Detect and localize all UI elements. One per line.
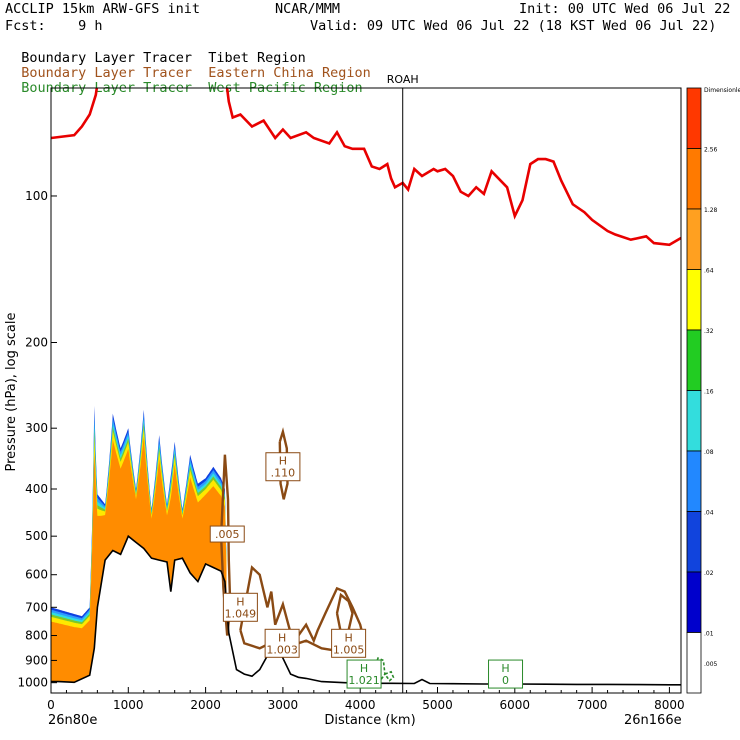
colorbar-level-label: .08 <box>704 449 714 456</box>
forecast-hour: Fcst: 9 h <box>5 18 103 34</box>
colorbar-level-label: 1.28 <box>704 207 718 214</box>
model-title: ACCLIP 15km ARW-GFS init <box>5 1 201 17</box>
y-tick-label: 200 <box>25 335 48 349</box>
legend-name: Boundary Layer Tracer <box>21 65 192 81</box>
x-axis-label: Distance (km) <box>324 713 415 728</box>
data-label-box: H1.005 <box>331 628 367 658</box>
colorbar-level-label: .04 <box>704 510 714 517</box>
colorbar-level-label: .64 <box>704 268 714 275</box>
colorbar-swatch <box>686 148 702 210</box>
data-label-text: H <box>360 662 368 675</box>
colorbar-level-label: .01 <box>704 631 714 638</box>
x-tick-label: 5000 <box>422 698 453 712</box>
legend-item-eastern-china: Boundary Layer Tracer Eastern China Regi… <box>5 51 371 81</box>
colorbar-swatch <box>686 269 702 331</box>
x-tick-label: 6000 <box>500 698 531 712</box>
legend-region: Eastern China Region <box>208 65 371 81</box>
data-label-frame <box>265 452 301 482</box>
y-axis-label: Pressure (hPa), log scale <box>4 313 19 472</box>
colorbar-swatch <box>686 390 702 452</box>
tropopause-red-line <box>51 88 681 247</box>
data-label-frame <box>222 592 258 622</box>
eastern-china-contour-1 <box>278 427 289 500</box>
data-label-text: H <box>344 631 352 644</box>
data-label-text: H <box>278 631 286 644</box>
data-label-frame <box>264 628 300 658</box>
x-tick-label: 2000 <box>190 698 221 712</box>
legend-name: Boundary Layer Tracer <box>21 50 192 66</box>
data-label-text: 0 <box>502 674 509 687</box>
colorbar-level-label: .005 <box>704 661 718 668</box>
end-point-label: 26n166e <box>624 713 682 728</box>
data-label-text: 1.021 <box>348 674 380 687</box>
valid-time: Valid: 09 UTC Wed 06 Jul 22 (18 KST Wed … <box>310 18 717 34</box>
data-label-box: H1.003 <box>264 628 300 658</box>
legend-item-tibet: Boundary Layer Tracer Tibet Region <box>5 36 306 66</box>
colorbar-level-label: 2.56 <box>704 147 718 154</box>
colorbar-swatch <box>686 450 702 512</box>
data-label-box: .005 <box>209 525 245 543</box>
data-label-text: .110 <box>271 467 296 480</box>
data-label-frame <box>331 628 367 658</box>
data-label-box: H0 <box>488 659 524 689</box>
x-tick-label: 8000 <box>654 698 685 712</box>
tibet-tracer-band-5 <box>51 436 227 683</box>
marker-label: ROAH <box>387 73 419 86</box>
colorbar-swatch <box>686 571 702 633</box>
y-tick-label: 1000 <box>17 676 48 690</box>
x-tick-label: 4000 <box>345 698 376 712</box>
y-tick-label: 600 <box>25 568 48 582</box>
y-tick-label: 700 <box>25 600 48 614</box>
init-time: Init: 00 UTC Wed 06 Jul 22 <box>519 1 731 17</box>
colorbar-level-label: .32 <box>704 328 714 335</box>
x-tick-label: 3000 <box>268 698 299 712</box>
colorbar-level-label: .02 <box>704 570 714 577</box>
data-label-box: H1.021 <box>346 659 382 689</box>
data-label-text: H <box>236 595 244 608</box>
colorbar-swatch <box>686 511 702 573</box>
y-tick-label: 400 <box>25 482 48 496</box>
data-label-frame <box>488 659 524 689</box>
data-label-box: H1.049 <box>222 592 258 622</box>
x-tick-label: 0 <box>47 698 55 712</box>
data-label-text: 1.005 <box>333 643 365 656</box>
data-label-box: H.110 <box>265 452 301 482</box>
colorbar-level-label: .16 <box>704 389 714 396</box>
colorbar-swatch <box>686 632 702 694</box>
surface-black-line <box>51 534 681 686</box>
organization: NCAR/MMM <box>275 1 341 17</box>
data-label-text: 1.003 <box>266 643 298 656</box>
colorbar-swatch <box>686 87 702 149</box>
data-label-text: H <box>501 662 509 675</box>
data-label-frame <box>346 659 382 689</box>
data-label-text: H <box>279 455 287 468</box>
data-label-text: 1.049 <box>225 607 257 620</box>
y-tick-label: 300 <box>25 421 48 435</box>
x-tick-label: 7000 <box>577 698 608 712</box>
start-point-label: 26n80e <box>48 713 97 728</box>
colorbar-swatch <box>686 329 702 391</box>
data-label-frame <box>209 525 245 543</box>
y-tick-label: 500 <box>25 529 48 543</box>
colorbar-swatch <box>686 208 702 270</box>
data-label-text: .005 <box>215 528 240 541</box>
y-tick-label: 100 <box>25 189 48 203</box>
legend-region: Tibet Region <box>208 50 306 66</box>
y-tick-label: 800 <box>25 629 48 643</box>
colorbar-title: Dimensionless <box>704 87 740 94</box>
y-tick-label: 900 <box>25 653 48 667</box>
plot-frame <box>50 87 682 694</box>
x-tick-label: 1000 <box>113 698 144 712</box>
west-pacific-contour-1 <box>384 670 395 682</box>
